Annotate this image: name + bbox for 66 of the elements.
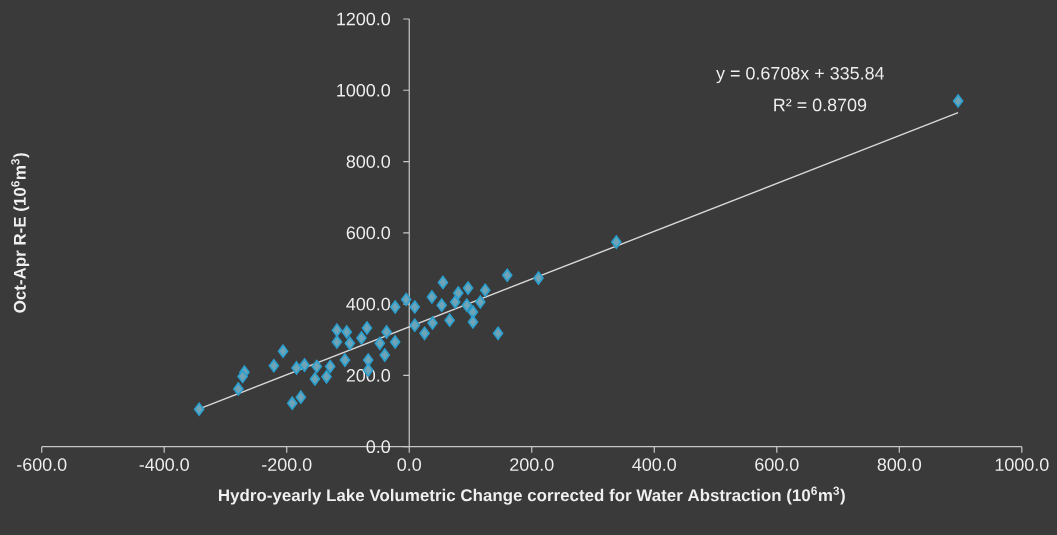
point: [437, 275, 449, 290]
point: [427, 316, 438, 330]
point: [331, 335, 343, 349]
point: [311, 359, 323, 374]
point: [400, 292, 412, 307]
point: [374, 336, 386, 351]
annotation: y = 0.6708x + 335.84: [716, 66, 885, 84]
x-tick-label: 0.0: [397, 458, 422, 471]
point: [291, 361, 302, 375]
point: [295, 390, 307, 404]
point: [409, 300, 421, 314]
point: [479, 283, 491, 298]
x-axis-title: Hydro-yearly Lake Volumetric Change corrected for Water Abstraction (10$^{6}$m$^{3}$): [218, 486, 845, 505]
point: [344, 336, 356, 351]
point: [361, 321, 373, 335]
point: [324, 359, 336, 374]
point: [356, 331, 367, 345]
x-tick-label: 1000.0: [995, 458, 1049, 471]
point: [268, 358, 280, 373]
point: [381, 325, 392, 339]
point: [389, 300, 401, 314]
point: [462, 281, 474, 295]
point: [533, 271, 544, 285]
point: [339, 353, 351, 367]
point: [419, 326, 430, 341]
x-tick-label: 800.0: [877, 458, 922, 471]
point: [409, 318, 421, 332]
point: [501, 268, 513, 283]
x-tick-label: -400.0: [139, 458, 189, 471]
x-tick-label: 400.0: [632, 458, 677, 471]
point: [237, 369, 248, 384]
point: [444, 313, 455, 327]
point: [233, 382, 244, 396]
point: [286, 396, 298, 410]
point: [452, 286, 464, 300]
y-tick-label: 800.0: [346, 155, 391, 168]
point: [426, 290, 438, 304]
y-tick-label: 1000.0: [337, 83, 391, 97]
x-tick-label: 600.0: [755, 458, 799, 471]
point: [492, 326, 504, 341]
point: [193, 402, 205, 417]
point: [952, 94, 964, 108]
x-tick-label: 200.0: [510, 458, 554, 471]
point: [467, 305, 479, 319]
x-tick-label: -600.0: [17, 458, 67, 471]
point: [610, 235, 622, 249]
annotation: R² = 0.8709: [774, 98, 867, 112]
y-axis-title: Oct-Apr R-E (10$^{6}$m$^{3}$): [11, 153, 30, 313]
point: [309, 372, 321, 386]
point: [331, 323, 343, 337]
y-tick-label: 1200.0: [337, 12, 391, 26]
point: [461, 298, 473, 312]
x-tick-label: -200.0: [262, 458, 312, 471]
y-tick-label: 600.0: [346, 226, 391, 240]
point: [321, 370, 332, 384]
point: [475, 295, 486, 309]
point: [467, 315, 479, 329]
point: [436, 298, 448, 312]
point: [389, 335, 401, 349]
point: [449, 295, 461, 309]
point: [341, 325, 353, 339]
y-tick-label: 400.0: [346, 297, 391, 311]
point: [379, 348, 391, 362]
point: [277, 344, 289, 358]
point: [299, 358, 310, 372]
point: [362, 353, 374, 367]
